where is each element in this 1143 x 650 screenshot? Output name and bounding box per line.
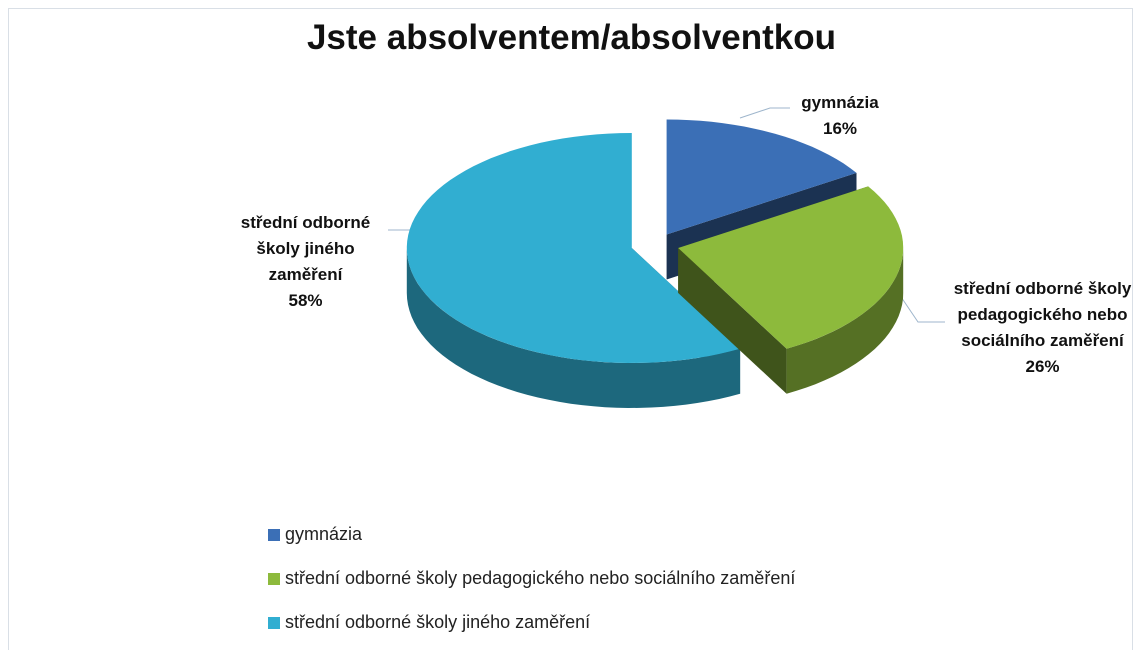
chart-frame <box>8 8 1133 650</box>
leader-line <box>739 107 790 119</box>
legend-item: gymnázia <box>268 524 362 545</box>
legend-label: gymnázia <box>285 524 363 544</box>
data-label: gymnázia 16% <box>770 90 910 142</box>
label-category: střední odborné školy jiného zaměření <box>240 213 371 284</box>
slice-top <box>406 133 741 363</box>
legend-swatch <box>268 528 280 541</box>
slice-top <box>666 119 857 235</box>
label-value: 58% <box>288 291 323 310</box>
slice-top <box>678 186 904 349</box>
pie-slice <box>678 186 904 394</box>
label-value: 26% <box>1025 357 1060 376</box>
data-label: střední odborné školy jiného zaměření 58… <box>228 210 383 314</box>
legend-label: střední odborné školy jiného zaměření <box>285 612 591 632</box>
legend-swatch <box>268 572 280 585</box>
pie-slice <box>406 133 741 408</box>
label-category: střední odborné školy pedagogického nebo… <box>953 279 1132 350</box>
legend-item: střední odborné školy jiného zaměření <box>268 612 590 633</box>
legend-swatch <box>268 616 280 629</box>
data-label: střední odborné školy pedagogického nebo… <box>945 276 1140 380</box>
legend-item: střední odborné školy pedagogického nebo… <box>268 568 795 589</box>
chart-title: Jste absolventem/absolventkou <box>306 18 837 57</box>
slice-wall <box>678 248 787 394</box>
legend-label: střední odborné školy pedagogického nebo… <box>285 568 796 588</box>
label-category: gymnázia <box>801 93 879 112</box>
label-value: 16% <box>822 119 858 138</box>
slice-side <box>786 248 904 394</box>
slice-side <box>406 248 741 408</box>
